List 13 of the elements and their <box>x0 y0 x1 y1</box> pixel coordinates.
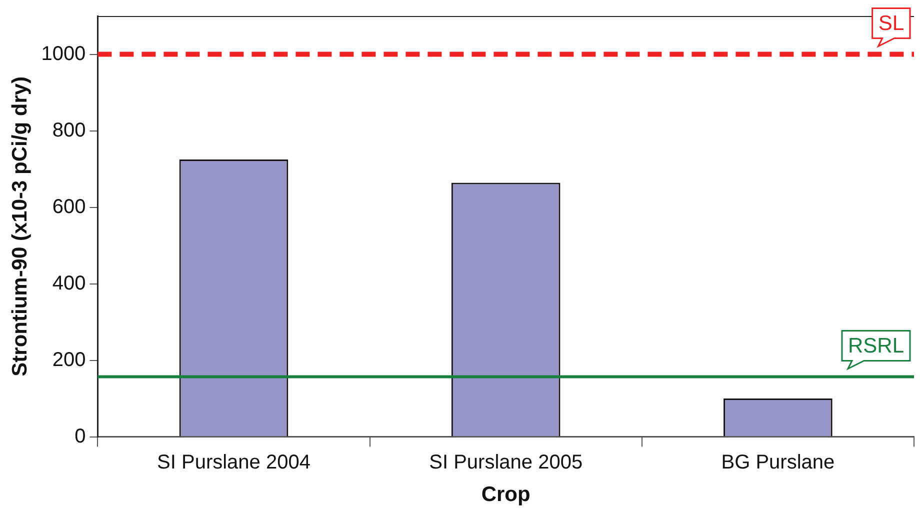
x-tick-label: SI Purslane 2005 <box>429 451 583 474</box>
ref-line-label: RSRL <box>848 334 904 358</box>
y-tick-label: 600 <box>52 196 86 218</box>
ref-line-label: SL <box>878 12 904 36</box>
y-tick-label: 400 <box>52 272 86 294</box>
y-axis-title: Strontium-90 (x10-3 pCi/g dry) <box>8 76 32 376</box>
x-axis-title: Crop <box>481 483 530 506</box>
y-tick-label: 0 <box>74 425 86 448</box>
y-tick-label: 800 <box>52 119 86 142</box>
y-tick-label: 200 <box>52 348 86 371</box>
x-tick-label: BG Purslane <box>721 451 835 474</box>
x-tick-label: SI Purslane 2004 <box>157 451 310 474</box>
y-tick-label: 1000 <box>41 42 86 65</box>
